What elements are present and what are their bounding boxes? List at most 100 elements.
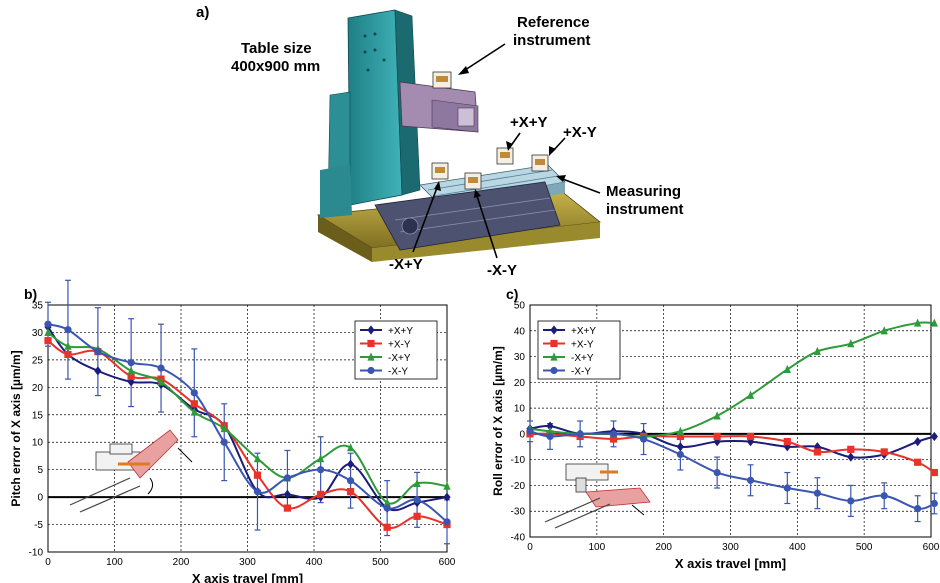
data-point xyxy=(880,492,888,500)
data-point xyxy=(783,438,791,446)
data-point xyxy=(190,389,198,397)
measuring-label-2: instrument xyxy=(606,201,684,218)
annotation-arrows xyxy=(412,43,601,259)
data-point xyxy=(127,372,135,380)
y-tick-label: -20 xyxy=(511,481,526,492)
x-tick-label: 300 xyxy=(722,542,739,553)
data-point xyxy=(283,489,291,499)
inset-arrow xyxy=(177,447,193,463)
x-tick-label: 100 xyxy=(106,557,123,568)
data-point xyxy=(283,504,291,512)
data-point xyxy=(914,318,922,327)
data-point xyxy=(157,377,165,386)
data-point xyxy=(443,481,451,490)
inset-rail xyxy=(554,503,611,529)
data-point xyxy=(550,325,558,335)
data-point xyxy=(813,346,821,355)
x-tick-label: 500 xyxy=(372,557,389,568)
data-point xyxy=(317,490,325,498)
data-point xyxy=(127,377,135,387)
y-axis-title: Pitch error of X axis [µm/m] xyxy=(9,350,23,506)
legend-label: +X+Y xyxy=(388,326,413,337)
legend-label: -X-Y xyxy=(571,367,591,378)
x-tick-label: 600 xyxy=(923,542,940,553)
instrument-mxpy-icon xyxy=(431,162,449,180)
reference-label-2: instrument xyxy=(513,32,591,49)
machine-illustration xyxy=(316,9,602,262)
data-point xyxy=(317,466,325,474)
data-point xyxy=(847,339,855,348)
data-point xyxy=(746,437,755,447)
data-point xyxy=(746,432,755,441)
panel-a-label: a) xyxy=(196,4,210,21)
data-point xyxy=(44,337,52,345)
data-point xyxy=(253,488,262,496)
legend-label: +X-Y xyxy=(388,340,411,351)
data-point xyxy=(847,452,855,462)
data-point xyxy=(383,504,391,512)
instrument-pxpy-icon xyxy=(496,147,514,165)
y-tick-label: 0 xyxy=(519,429,525,440)
data-point xyxy=(546,426,554,435)
data-point xyxy=(383,498,391,507)
data-point xyxy=(190,407,198,416)
x-tick-label: 0 xyxy=(527,542,533,553)
data-point xyxy=(609,435,618,443)
data-point xyxy=(220,438,228,446)
data-point xyxy=(127,359,135,367)
inset-arrow xyxy=(631,504,645,516)
y-tick-label: 10 xyxy=(32,438,44,449)
data-point xyxy=(413,478,421,487)
inset-pink-plane xyxy=(127,429,179,479)
data-point xyxy=(94,348,102,356)
data-point xyxy=(367,366,375,375)
data-point xyxy=(880,326,888,335)
data-point xyxy=(640,435,648,443)
data-point xyxy=(550,352,558,361)
data-point xyxy=(676,442,684,452)
inset-rail xyxy=(544,497,601,523)
data-point xyxy=(550,339,558,348)
measuring-label: Measuring xyxy=(606,183,682,200)
data-point xyxy=(367,352,375,361)
position-mxpy-label: -X+Y xyxy=(389,256,423,273)
data-point xyxy=(930,431,938,442)
inset-rail xyxy=(69,477,131,506)
legend-label: -X+Y xyxy=(571,353,594,364)
table-size-value: 400x900 mm xyxy=(231,58,321,75)
data-point xyxy=(443,492,451,502)
data-point xyxy=(346,459,355,469)
y-tick-label: 20 xyxy=(514,378,526,389)
pitch-error-chart: 0 100 200 300 400 500 600 -10 -5 0 5 10 15 20 25 30 35 X … xyxy=(9,279,456,583)
legend-label: +X+Y xyxy=(571,326,596,337)
inset-pink-plane xyxy=(585,487,651,508)
data-point xyxy=(64,326,72,334)
position-pxpy-label: +X+Y xyxy=(510,114,548,131)
data-point xyxy=(676,432,684,441)
data-point xyxy=(317,454,325,463)
x-tick-label: 600 xyxy=(439,557,456,568)
data-point xyxy=(220,423,228,433)
y-tick-label: 30 xyxy=(514,352,526,363)
data-point xyxy=(346,443,355,452)
x-tick-label: 400 xyxy=(306,557,323,568)
data-point xyxy=(526,427,534,435)
x-tick-label: 0 xyxy=(45,557,51,568)
data-point xyxy=(783,364,791,374)
y-tick-label: 35 xyxy=(32,301,44,312)
data-point xyxy=(914,458,922,466)
series-line xyxy=(47,326,448,512)
legend-label: -X-Y xyxy=(388,367,408,378)
inset-rail xyxy=(79,485,141,513)
data-point xyxy=(94,366,102,376)
data-point xyxy=(413,496,421,504)
data-point xyxy=(127,366,135,375)
data-point xyxy=(847,497,855,505)
data-point xyxy=(914,437,922,447)
data-point xyxy=(847,445,855,453)
x-tick-label: 100 xyxy=(588,542,605,553)
y-tick-label: -30 xyxy=(511,507,526,518)
data-point xyxy=(813,489,821,497)
data-point xyxy=(676,450,684,459)
data-point xyxy=(550,366,558,375)
